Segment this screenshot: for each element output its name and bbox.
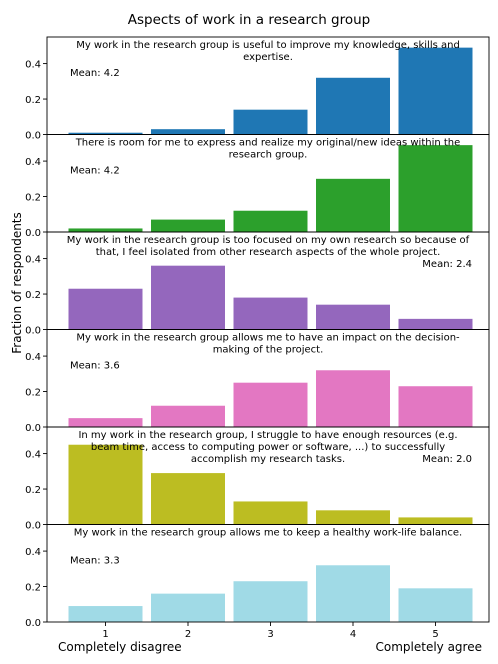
- panel-title-line: My work in the research group allows me …: [74, 528, 462, 539]
- bar: [68, 132, 143, 135]
- y-tick-label: 0.0: [25, 131, 41, 142]
- bar: [316, 510, 390, 525]
- panel-5: 0.0 0.2 0.4 In my work in the research grou…: [25, 426, 490, 532]
- y-tick-label: 0.2: [25, 193, 41, 204]
- bar: [68, 418, 143, 427]
- panel-title-line: In my work in the research group, I stru…: [78, 430, 457, 441]
- y-tick-label: 0.0: [25, 618, 41, 629]
- y-tick-label: 0.0: [25, 228, 41, 239]
- mean-annotation: Mean: 4.2: [70, 166, 120, 177]
- bar: [68, 606, 143, 622]
- bar: [151, 473, 225, 525]
- panel-title-line: expertise.: [243, 52, 293, 63]
- y-tick-label: 0.0: [25, 521, 41, 532]
- mean-annotation: Mean: 3.3: [70, 556, 120, 567]
- bar: [233, 581, 308, 622]
- bar: [233, 297, 308, 330]
- bar: [151, 219, 225, 232]
- bar: [233, 210, 308, 232]
- bar: [68, 444, 143, 525]
- bar: [151, 265, 225, 330]
- bar: [316, 370, 390, 427]
- bar: [398, 47, 473, 135]
- y-tick-label: 0.0: [25, 326, 41, 337]
- panel-title-line: research group.: [229, 150, 308, 161]
- x-label-right: Completely agree: [376, 640, 483, 654]
- figure-title: Aspects of work in a research group: [128, 12, 371, 28]
- y-tick-label: 0.2: [25, 95, 41, 106]
- x-label-left: Completely disagree: [58, 640, 182, 654]
- y-tick-label: 0.4: [25, 255, 41, 266]
- y-tick-label: 0.2: [25, 290, 41, 301]
- panel-title-line: that, I feel isolated from other researc…: [96, 247, 441, 258]
- bar: [151, 593, 225, 622]
- bar: [398, 145, 473, 232]
- y-tick-label: 0.0: [25, 423, 41, 434]
- bar: [151, 405, 225, 427]
- bar: [398, 318, 473, 330]
- y-tick-label: 0.4: [25, 352, 41, 363]
- y-tick-label: 0.4: [25, 157, 41, 168]
- bar: [398, 517, 473, 525]
- bar: [233, 382, 308, 427]
- x-tick-label: 1: [102, 629, 108, 640]
- mean-annotation: Mean: 3.6: [70, 361, 120, 372]
- bar: [68, 288, 143, 330]
- panel-3: 0.0 0.2 0.4 My work in the research group i…: [25, 231, 490, 337]
- panel-4: 0.0 0.2 0.4 My work in the research group a…: [25, 329, 490, 434]
- bar: [233, 501, 308, 525]
- mean-annotation: Mean: 4.2: [70, 68, 120, 79]
- axes-frame: [46, 524, 490, 623]
- panel-2: 0.0 0.2 0.4 There is room for me to express…: [25, 134, 490, 239]
- panel-title-line: My work in the research group is useful …: [76, 40, 460, 51]
- y-tick-label: 0.2: [25, 485, 41, 496]
- panel-title-line: My work in the research group allows me …: [76, 333, 460, 344]
- bar: [398, 386, 473, 427]
- panel-1: 0.0 0.2 0.4 My work in the research group i…: [25, 36, 490, 142]
- bar: [316, 304, 390, 330]
- bar: [316, 565, 390, 622]
- mean-annotation: Mean: 2.4: [422, 259, 472, 270]
- y-tick-label: 0.2: [25, 388, 41, 399]
- y-tick-label: 0.4: [25, 60, 41, 71]
- x-tick-label: 5: [432, 629, 438, 640]
- panel-title-line: beam time, access to computing power or …: [91, 442, 445, 453]
- mean-annotation: Mean: 2.0: [422, 454, 472, 465]
- panel-title-line: There is room for me to express and real…: [75, 138, 461, 149]
- y-axis-label: Fraction of respondents: [10, 212, 24, 354]
- panels: 0.0 0.2 0.4 My work in the research group i…: [25, 36, 490, 640]
- x-tick-label: 3: [267, 629, 273, 640]
- panel-title-line: accomplish my research tasks.: [191, 454, 345, 465]
- panel-title-line: making of the project.: [213, 345, 324, 356]
- bar: [151, 129, 225, 135]
- y-tick-label: 0.2: [25, 583, 41, 594]
- bar: [316, 178, 390, 232]
- x-tick-label: 2: [185, 629, 191, 640]
- x-tick-label: 4: [350, 629, 356, 640]
- y-tick-label: 0.4: [25, 450, 41, 461]
- panel-6: 0.0 0.2 0.4 My work in the research group a…: [25, 524, 490, 640]
- bar: [398, 588, 473, 622]
- y-tick-label: 0.4: [25, 547, 41, 558]
- bar: [68, 228, 143, 232]
- panel-title-line: My work in the research group is too foc…: [67, 235, 470, 246]
- bar: [316, 77, 390, 135]
- bar: [233, 109, 308, 135]
